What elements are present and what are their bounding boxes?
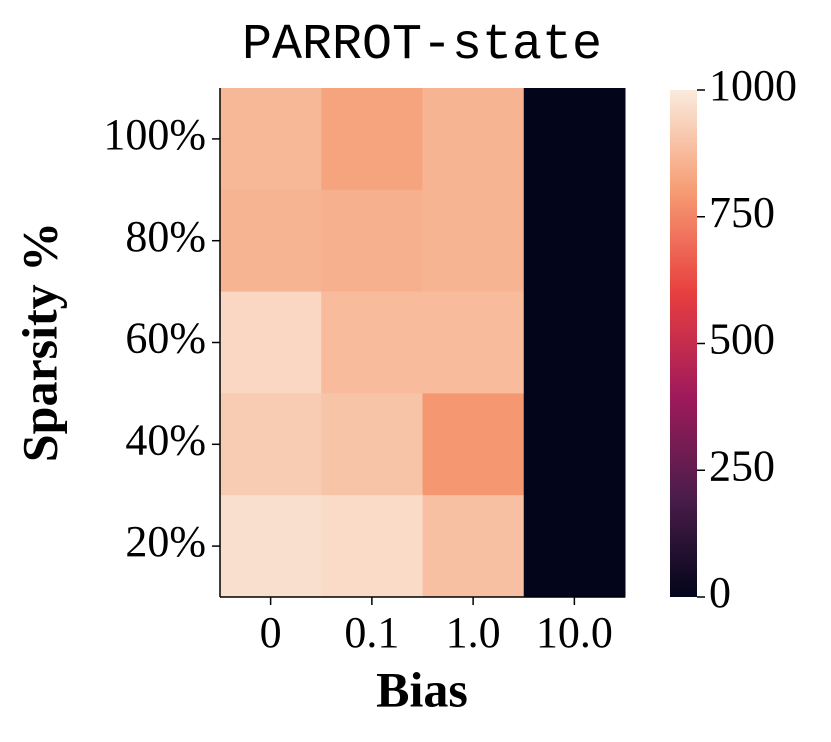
heatmap-cell: [220, 291, 322, 394]
heatmap-cell: [321, 495, 423, 598]
colorbar-tick-label: 250: [709, 441, 775, 490]
heatmap-cell: [523, 189, 626, 293]
x-tick-label: 10.0: [536, 608, 613, 657]
heatmap-cell: [220, 189, 322, 293]
heatmap-cell: [321, 393, 423, 496]
x-axis-label: Bias: [376, 661, 468, 717]
y-tick-label: 20%: [125, 517, 206, 566]
x-tick-label: 1.0: [446, 608, 501, 657]
x-tick-label: 0: [260, 608, 282, 657]
heatmap-cell: [220, 495, 322, 598]
chart-title: PARROT-state: [242, 17, 602, 74]
colorbar-tick-label: 0: [709, 568, 731, 617]
y-tick-label: 80%: [125, 212, 206, 261]
heatmap-cell: [523, 495, 626, 598]
heatmap-cell: [422, 495, 525, 598]
heatmap-cell: [422, 393, 525, 496]
y-tick-label: 100%: [103, 110, 206, 159]
y-axis-label: Sparsity %: [11, 222, 67, 462]
colorbar-tick-label: 500: [709, 315, 775, 364]
y-tick-label: 40%: [125, 415, 206, 464]
colorbar-tick-label: 1000: [709, 61, 797, 110]
heatmap-cell: [321, 291, 423, 394]
heatmap-cell: [422, 88, 525, 191]
heatmap-cell: [321, 189, 423, 293]
heatmap-cell: [523, 393, 626, 496]
heatmap-cell: [321, 88, 423, 191]
heatmap-cell: [220, 393, 322, 496]
x-tick-label: 0.1: [344, 608, 399, 657]
colorbar-tick-label: 750: [709, 188, 775, 237]
heatmap-cell: [422, 189, 525, 293]
heatmap-cell: [523, 88, 626, 191]
heatmap-cell: [220, 88, 322, 191]
heatmap-cell: [523, 291, 626, 394]
colorbar: [670, 90, 697, 597]
heatmap-cell: [422, 291, 525, 394]
y-tick-label: 60%: [125, 314, 206, 363]
